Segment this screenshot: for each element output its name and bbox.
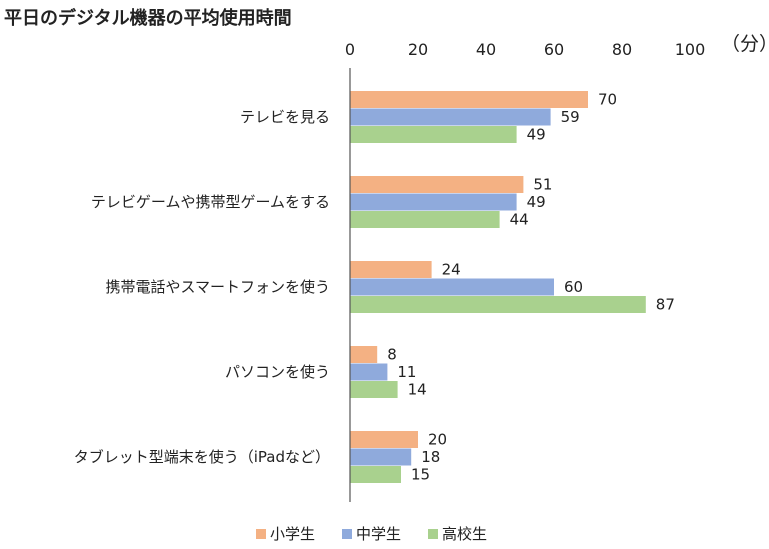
bar (350, 261, 432, 278)
data-label: 87 (656, 296, 675, 314)
bar (350, 296, 646, 313)
data-label: 14 (408, 381, 427, 399)
data-label: 44 (510, 211, 529, 229)
axis-unit-label: （分） (721, 33, 769, 55)
bar (350, 363, 388, 381)
bar (350, 346, 378, 363)
bar (350, 466, 401, 483)
category-labels: テレビを見るテレビゲームや携帯型ゲームをする携帯電話やスマートフォンを使うパソコ… (74, 108, 330, 466)
data-label: 70 (598, 91, 617, 109)
x-axis-ticks: 0 20 40 60 80 100 (345, 40, 705, 59)
legend-swatch (428, 529, 438, 539)
x-tick-label: 0 (345, 40, 355, 59)
data-label: 8 (387, 346, 397, 364)
data-label: 24 (442, 261, 461, 279)
legend-swatch (342, 529, 352, 539)
x-tick-label: 80 (612, 40, 632, 59)
data-label: 20 (428, 431, 447, 449)
x-tick-label: 20 (408, 40, 428, 59)
x-tick-label: 60 (544, 40, 564, 59)
data-label: 60 (564, 278, 583, 296)
bar (350, 193, 517, 211)
category-label: テレビを見る (240, 108, 330, 126)
data-label: 49 (527, 126, 546, 144)
legend-label: 高校生 (442, 525, 487, 543)
legend-label: 中学生 (356, 525, 401, 543)
bar (350, 176, 524, 193)
data-label: 49 (527, 193, 546, 211)
category-label: テレビゲームや携帯型ゲームをする (91, 193, 330, 211)
bar (350, 381, 398, 398)
bar (350, 431, 418, 448)
bar (350, 278, 554, 296)
category-label: パソコンを使う (225, 363, 330, 381)
x-tick-label: 100 (675, 40, 706, 59)
bars (350, 91, 646, 483)
data-label: 11 (397, 363, 416, 381)
data-label: 18 (421, 448, 440, 466)
data-label: 15 (411, 466, 430, 484)
chart-title: 平日のデジタル機器の平均使用時間 (4, 7, 292, 29)
legend-label: 小学生 (270, 525, 315, 543)
legend: 小学生 中学生 高校生 (256, 525, 487, 543)
bar (350, 126, 517, 143)
bar (350, 211, 500, 228)
data-label: 51 (533, 176, 552, 194)
category-label: 携帯電話やスマートフォンを使う (105, 278, 330, 296)
category-label: タブレット型端末を使う（iPadなど） (74, 448, 330, 466)
data-label: 59 (561, 108, 580, 126)
x-tick-label: 40 (476, 40, 496, 59)
bar (350, 91, 588, 108)
bar (350, 448, 412, 466)
bar (350, 108, 551, 126)
legend-swatch (256, 529, 266, 539)
